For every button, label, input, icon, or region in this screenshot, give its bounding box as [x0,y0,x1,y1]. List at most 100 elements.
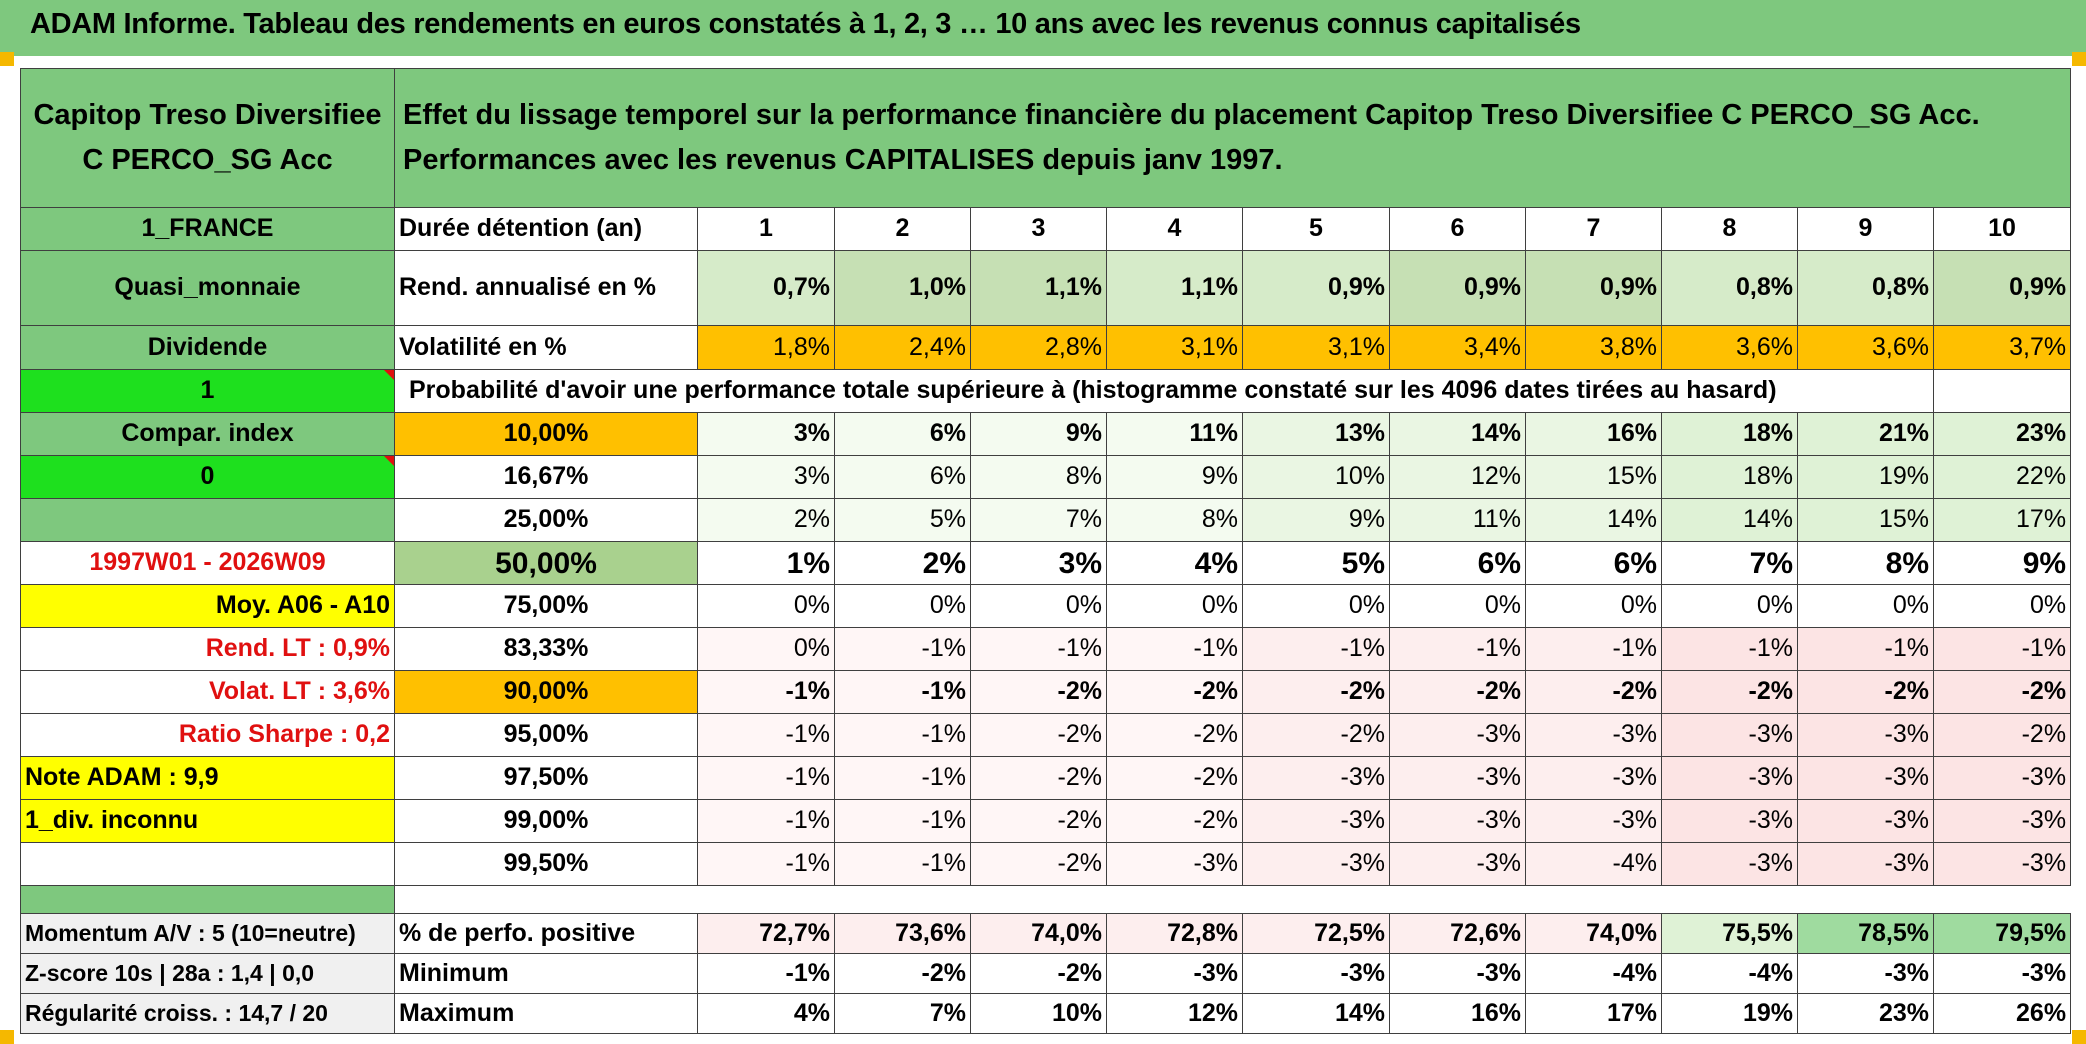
rend-value-cell: 0,9% [1389,250,1526,326]
volat-value-cell: 2,4% [834,325,971,370]
maximum-value-cell: 12% [1106,993,1243,1034]
probability-value-cell: 0% [697,584,835,628]
probability-value-cell: -2% [970,670,1107,714]
probability-value-cell: 9% [970,412,1107,456]
probability-value-cell: 13% [1242,412,1390,456]
probability-value-cell: 16% [1525,412,1662,456]
probability-threshold-cell: 97,50% [394,756,698,800]
year-header-cell: 9 [1797,207,1934,251]
rend-value-cell: 0,8% [1661,250,1798,326]
probability-value-cell: -3% [1661,842,1798,886]
probability-value-cell: -3% [1932,756,2072,800]
maximum-value-cell: 7% [834,993,971,1034]
positive-value-cell: 73,6% [834,913,971,954]
probability-value-cell: 0% [834,584,971,628]
probability-value-cell: -3% [1797,756,1934,800]
probability-value-cell: -3% [1661,713,1798,757]
probability-value-cell: -1% [1661,627,1798,671]
probability-value-cell: -2% [970,756,1107,800]
positive-value-cell: 72,6% [1389,913,1526,954]
positive-value-cell: 75,5% [1661,913,1798,954]
rend-value-cell: 0,8% [1797,250,1934,326]
duree-label: Durée détention (an) [394,207,698,251]
probability-value-cell: 9% [1106,455,1243,499]
probability-value-cell: 14% [1389,412,1526,456]
probability-value-cell: 9% [1932,541,2072,585]
probability-value-cell: 8% [970,455,1107,499]
minimum-label: Minimum [394,953,698,994]
probability-value-cell: 15% [1525,455,1662,499]
spacer-cell [395,886,2071,914]
positive-value-cell: 74,0% [970,913,1107,954]
probability-value-cell: -2% [1242,713,1390,757]
probability-value-cell: 18% [1661,412,1798,456]
minimum-value-cell: -4% [1661,953,1798,994]
probability-value-cell: -3% [1389,842,1526,886]
probability-title: Probabilité d'avoir une performance tota… [394,369,1934,413]
regularite-label: Régularité croiss. : 14,7 / 20 [20,993,395,1034]
rend-value-cell: 0,7% [697,250,835,326]
probability-value-cell: 0% [1661,584,1798,628]
probability-value-cell: 8% [1106,498,1243,542]
probability-value-cell: -2% [1389,670,1526,714]
probability-value-cell: 1% [697,541,835,585]
probability-value-cell: 0% [1525,584,1662,628]
probability-value-cell: -1% [970,627,1107,671]
probability-value-cell: -3% [1797,842,1934,886]
empty-green-cell [20,498,395,542]
report-title: ADAM Informe. Tableau des rendements en … [30,8,1581,40]
probability-value-cell: 6% [1525,541,1662,585]
period-label: 1997W01 - 2026W09 [20,541,395,585]
probability-value-cell: 0% [1797,584,1934,628]
positive-value-cell: 72,8% [1106,913,1243,954]
minimum-value-cell: -4% [1525,953,1662,994]
rend-value-cell: 0,9% [1525,250,1662,326]
probability-value-cell: -1% [1932,627,2072,671]
probability-value-cell: 12% [1389,455,1526,499]
probability-value-cell: -3% [1525,756,1662,800]
probability-value-cell: 21% [1797,412,1934,456]
probability-value-cell: -3% [1389,756,1526,800]
rend-value-cell: 1,1% [970,250,1107,326]
probability-value-cell: 4% [1106,541,1243,585]
probability-value-cell: 19% [1797,455,1934,499]
probability-threshold-cell: 75,00% [394,584,698,628]
probability-value-cell: -3% [1525,713,1662,757]
positive-value-cell: 79,5% [1932,913,2072,954]
probability-value-cell: 5% [834,498,971,542]
minimum-value-cell: -3% [1242,953,1390,994]
probability-value-cell: -1% [834,799,971,843]
note-adam-label: Note ADAM : 9,9 [20,756,395,800]
volat-value-cell: 3,1% [1106,325,1243,370]
probability-value-cell: -3% [1242,756,1390,800]
probability-value-cell: -1% [1106,627,1243,671]
probability-value-cell: -1% [834,713,971,757]
rend-value-cell: 1,0% [834,250,971,326]
maximum-value-cell: 17% [1525,993,1662,1034]
maximum-value-cell: 23% [1797,993,1934,1034]
probability-value-cell: -3% [1932,842,2072,886]
probability-value-cell: 0% [1106,584,1243,628]
country-label: 1_FRANCE [20,207,395,251]
probability-value-cell: 0% [1389,584,1526,628]
maximum-value-cell: 14% [1242,993,1390,1034]
probability-value-cell: -3% [1106,842,1243,886]
probability-value-cell: -1% [697,670,835,714]
probability-value-cell: 6% [834,455,971,499]
rend-value-cell: 0,9% [1932,250,2072,326]
compar-index-label: Compar. index [20,412,395,456]
year-header-cell: 10 [1932,207,2072,251]
probability-value-cell: 6% [1389,541,1526,585]
probability-value-cell: -3% [1932,799,2072,843]
rend-lt-label: Rend. LT : 0,9% [20,627,395,671]
probability-value-cell: 18% [1661,455,1798,499]
title-bar [0,0,2086,56]
probability-value-cell: 0% [697,627,835,671]
minimum-value-cell: -2% [834,953,971,994]
probability-value-cell: -2% [1525,670,1662,714]
year-header-cell: 7 [1525,207,1662,251]
probability-value-cell: -3% [1661,756,1798,800]
probability-value-cell: 8% [1797,541,1934,585]
probability-value-cell: 7% [1661,541,1798,585]
maximum-value-cell: 26% [1932,993,2072,1034]
